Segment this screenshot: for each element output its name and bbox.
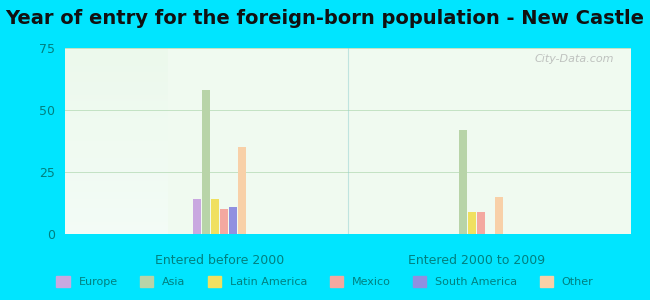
- Bar: [229, 207, 237, 234]
- Bar: [476, 212, 485, 234]
- Bar: [495, 197, 503, 234]
- Text: City-Data.com: City-Data.com: [534, 54, 614, 64]
- Legend: Europe, Asia, Latin America, Mexico, South America, Other: Europe, Asia, Latin America, Mexico, Sou…: [52, 271, 598, 291]
- Bar: [202, 90, 210, 234]
- Text: Year of entry for the foreign-born population - New Castle: Year of entry for the foreign-born popul…: [5, 9, 645, 28]
- Bar: [192, 199, 201, 234]
- Bar: [211, 199, 219, 234]
- Bar: [238, 147, 246, 234]
- Text: Entered before 2000: Entered before 2000: [155, 254, 284, 267]
- Bar: [220, 209, 228, 234]
- Text: Entered 2000 to 2009: Entered 2000 to 2009: [408, 254, 545, 267]
- Bar: [459, 130, 467, 234]
- Bar: [468, 212, 476, 234]
